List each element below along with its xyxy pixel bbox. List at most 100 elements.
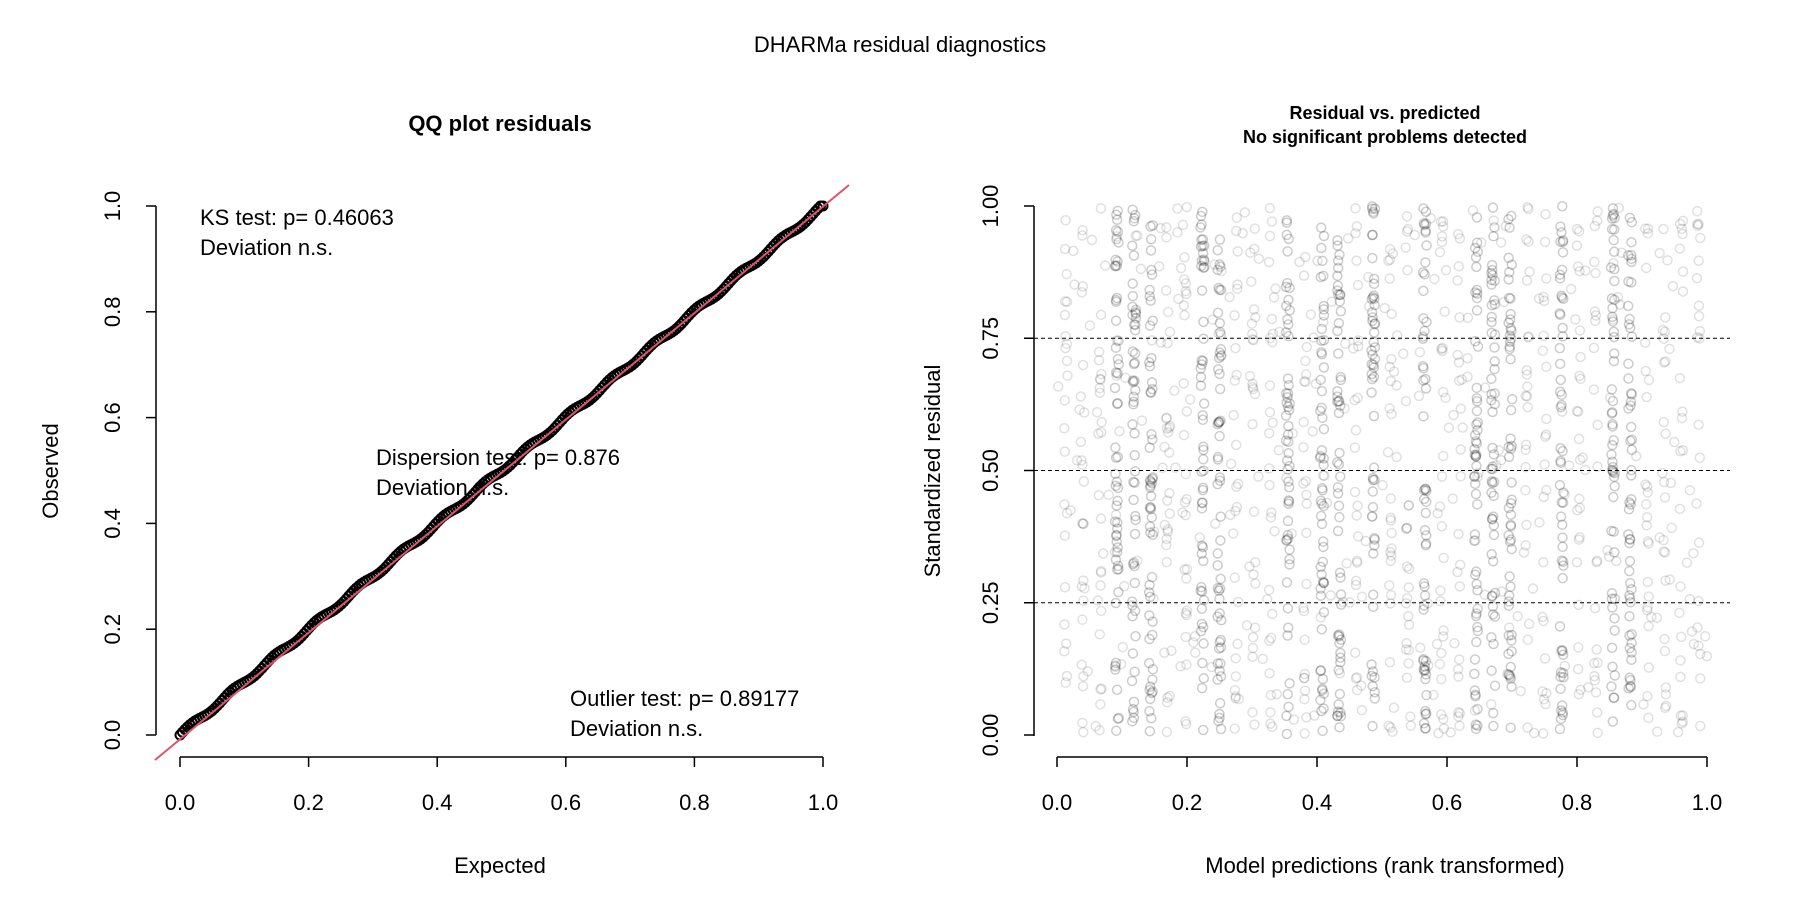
residual-point [1573,599,1584,611]
residual-point [1674,372,1686,384]
residual-point [1145,490,1157,502]
residual-point [1180,718,1192,730]
residual-point [1264,202,1276,214]
residual-point [1283,476,1294,487]
residual-point [1470,287,1481,298]
residual-point [1472,621,1483,633]
residual-point [1660,689,1672,700]
residual-point [1332,482,1344,493]
residual-point [1130,230,1141,242]
residual-point [1606,384,1618,395]
residual-point [1643,662,1655,673]
residual-point [1701,650,1713,662]
residual-point [1214,708,1225,720]
residual-point [1488,231,1499,242]
residual-point [1626,256,1637,268]
residual-point [1166,645,1177,656]
residual-point [1487,202,1499,213]
residual-point [1249,622,1261,633]
residual-point [1462,371,1473,382]
residual-point [1369,318,1380,330]
residual-point [1282,689,1294,700]
residual-point [1420,539,1432,551]
residual-point [1335,289,1346,300]
residual-point [1110,509,1122,521]
residual-point [1094,629,1105,640]
residual-point [1659,633,1670,645]
residual-point [1554,386,1566,398]
residual-point [1366,670,1378,682]
residual-point [1554,723,1566,735]
residual-point [1096,368,1107,380]
figure-title: DHARMa residual diagnostics [754,32,1046,57]
residual-point [1554,621,1566,632]
qq-x-tick-label: 1.0 [808,790,839,815]
residual-point [1198,454,1209,465]
residual-point [1563,460,1575,471]
residual-point [1130,510,1141,522]
residual-point [1367,474,1379,486]
residual-point [1127,301,1138,313]
residual-point [1555,457,1567,468]
residual-point [1180,607,1192,619]
residual-point [1659,492,1671,503]
residual-point [1654,247,1665,259]
residual-point [1640,365,1651,377]
residual-point [1059,646,1070,657]
residual-point [1538,295,1550,307]
residual-point [1282,401,1294,413]
residual-point [1299,672,1310,684]
residual-point [1352,531,1364,542]
residual-point [1215,658,1226,669]
residual-point [1625,400,1636,411]
residual-point [1356,704,1368,716]
residual-point [1572,406,1584,417]
residual-point [1333,348,1344,359]
residual-point [1282,373,1294,384]
residual-point [1405,711,1416,722]
residual-point [1418,285,1429,297]
residual-point [1332,240,1343,251]
residual-point [1418,218,1430,229]
residual-point [1265,512,1277,523]
residual-point [1281,277,1293,289]
residual-point [1658,476,1670,488]
outlier-deviation-label: Deviation n.s. [570,716,703,741]
residual-point [1589,256,1600,268]
residual-point [1470,610,1482,622]
residual-point [1181,609,1192,621]
residual-point [1147,434,1158,445]
residual-point [1197,355,1209,367]
residual-point [1486,259,1498,271]
residual-point [1315,664,1327,676]
residual-point [1453,375,1465,386]
residual-point [1556,700,1568,711]
residual-point [1198,398,1210,409]
residual-point [1658,416,1670,428]
residual-point [1230,505,1241,517]
residual-point [1625,387,1637,399]
residual-point [1095,567,1107,578]
residual-point [1282,392,1293,403]
residual-point [1471,292,1483,304]
residual-point [1164,487,1175,499]
residual-point [1470,691,1481,702]
residual-point [1436,521,1448,532]
residual-point [1316,498,1328,509]
residual-point [1159,441,1170,453]
residual-point [1472,246,1484,257]
residual-point [1505,498,1517,509]
residual-point [1196,285,1208,296]
residual-point [1503,530,1514,541]
residual-point [1592,657,1603,668]
residual-point [1162,306,1174,318]
residual-point [1417,360,1429,372]
residual-point [1504,267,1515,278]
residual-point [1625,499,1636,510]
residual-point [1283,404,1295,416]
residual-point [1417,331,1429,342]
residual-point [1684,485,1696,496]
residual-point [1488,490,1500,502]
residual-point [1541,484,1552,496]
residual-point [1608,692,1619,703]
